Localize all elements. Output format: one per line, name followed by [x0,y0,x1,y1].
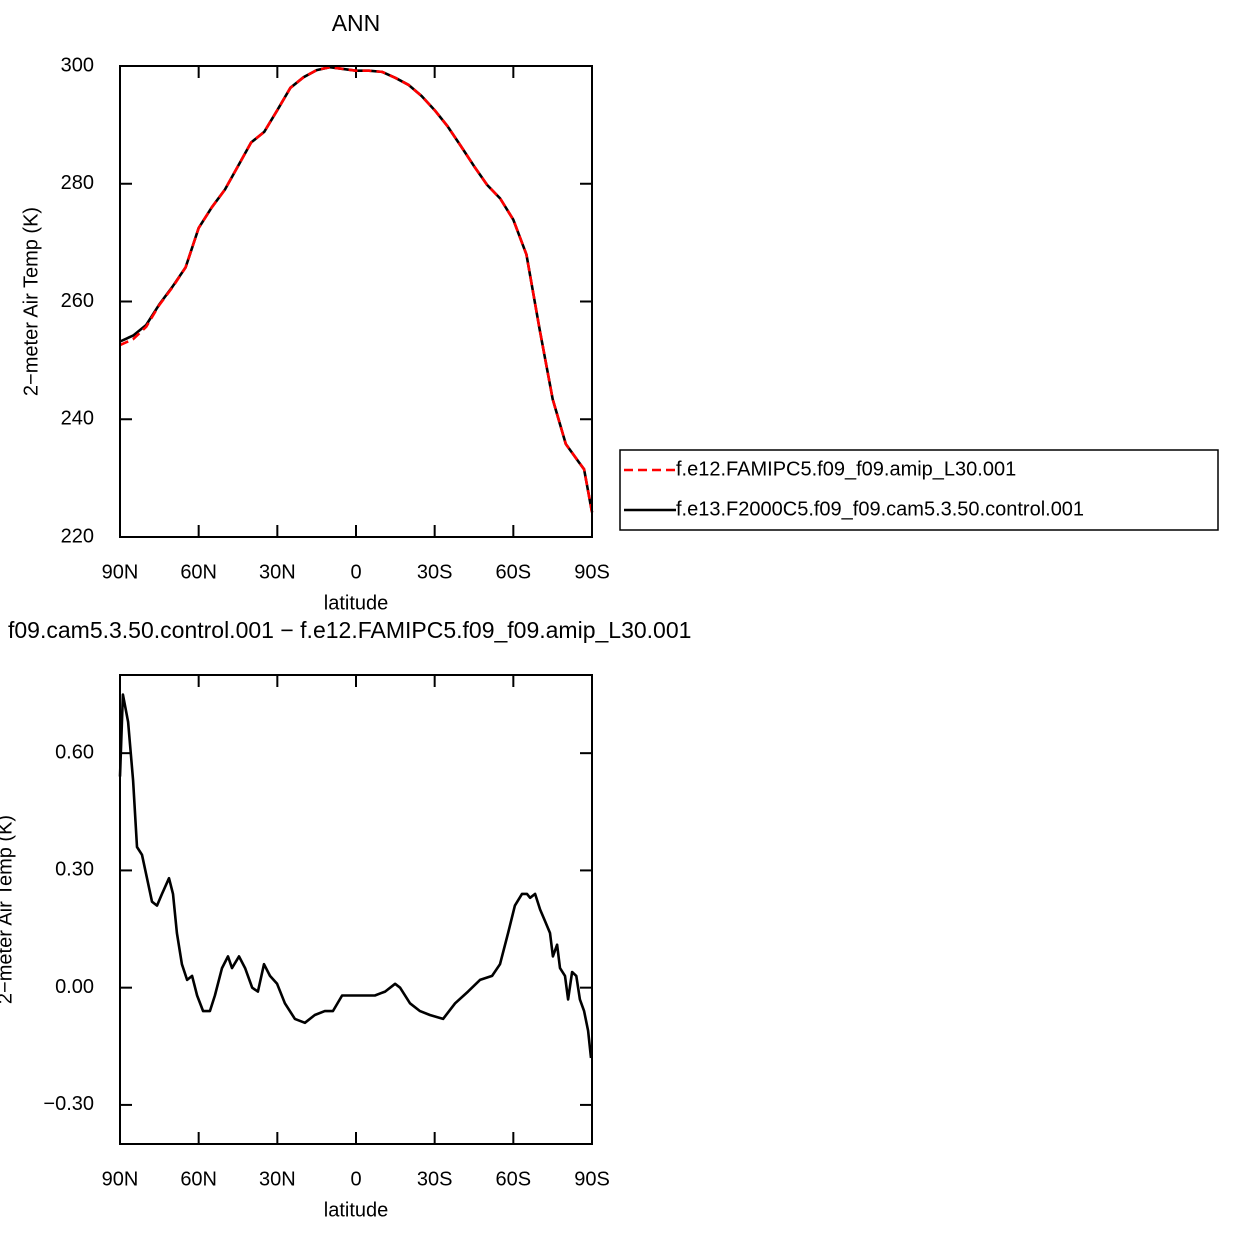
x-axis-label: latitude [324,1199,389,1221]
y-tick-label: 280 [61,172,94,194]
x-tick-label: 60N [180,561,217,583]
y-tick-label: 0.60 [55,741,94,763]
x-tick-label: 30S [417,561,453,583]
x-tick-label: 90S [574,1168,610,1190]
y-tick-label: 0.00 [55,976,94,998]
legend-box [619,449,1219,531]
plot-frame [119,65,593,538]
data-line [118,693,593,1059]
x-tick-label: 60N [180,1168,217,1190]
chart-title: ANN [332,10,381,36]
x-tick-label: 0 [350,1168,361,1190]
y-tick-label: 0.30 [55,859,94,881]
x-tick-label: 60S [496,561,532,583]
y-axis-label: 2−meter Air Temp (K) [0,815,16,1004]
y-tick-label: −0.30 [43,1093,94,1115]
y-tick-label: 240 [61,408,94,430]
x-tick-label: 0 [350,561,361,583]
y-axis-label: 2−meter Air Temp (K) [20,207,42,396]
legend-label: f.e12.FAMIPC5.f09_f09.amip_L30.001 [676,458,1016,480]
y-tick-label: 300 [61,54,94,76]
x-tick-label: 60S [496,1168,532,1190]
x-tick-label: 90N [102,561,139,583]
y-tick-label: 260 [61,290,94,312]
data-line [119,65,594,513]
x-tick-label: 90N [102,1168,139,1190]
chart-title: f09.cam5.3.50.control.001 − f.e12.FAMIPC… [8,617,691,643]
data-line [119,65,594,513]
legend-label: f.e13.F2000C5.f09_f09.cam5.3.50.control.… [676,498,1084,520]
plot-frame [119,674,593,1145]
x-tick-label: 30N [259,1168,296,1190]
x-tick-label: 90S [574,561,610,583]
x-tick-label: 30N [259,561,296,583]
x-axis-label: latitude [324,592,389,614]
y-tick-label: 220 [61,525,94,547]
x-tick-label: 30S [417,1168,453,1190]
